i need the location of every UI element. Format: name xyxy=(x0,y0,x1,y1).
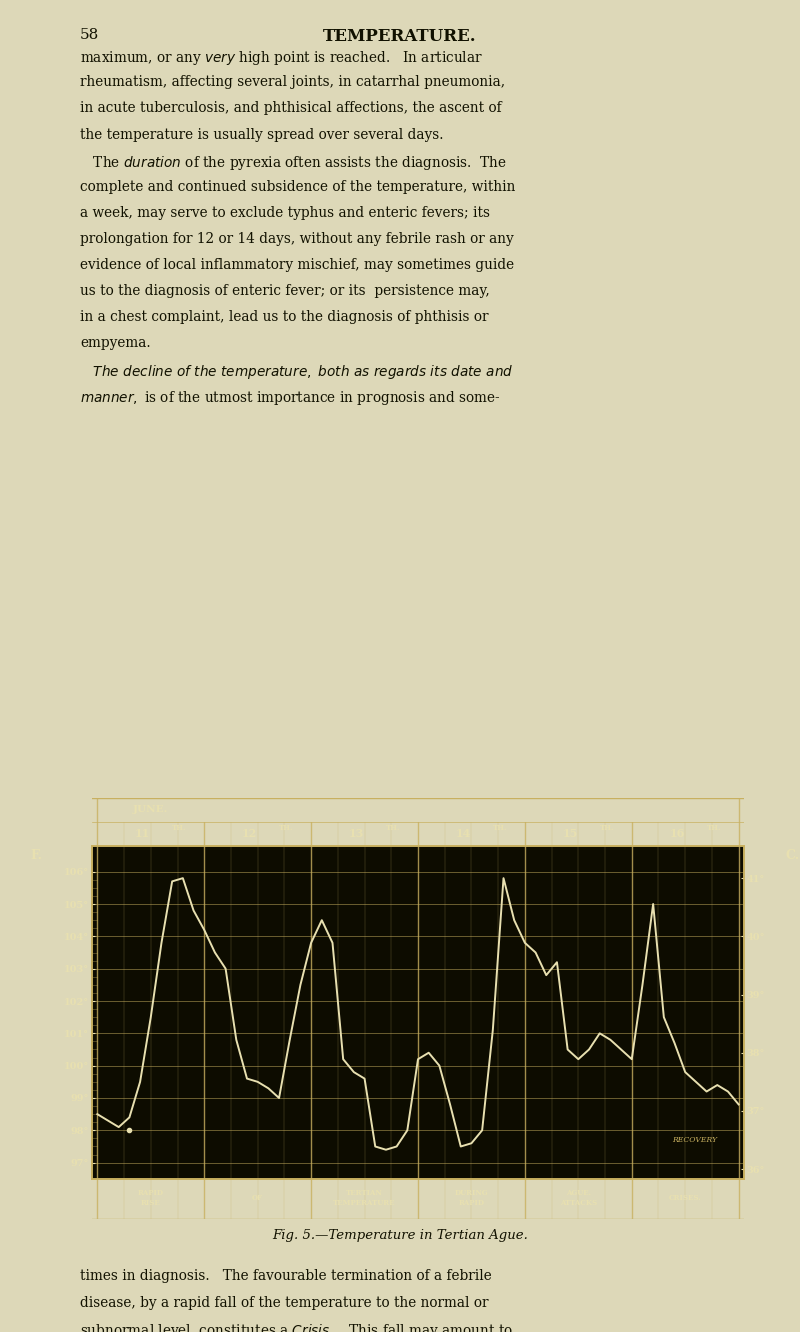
Text: maximum, or any $\it{very}$ high point is reached.   In articular: maximum, or any $\it{very}$ high point i… xyxy=(80,49,483,68)
Text: C.: C. xyxy=(786,850,800,862)
Text: evidence of local inflammatory mischief, may sometimes guide: evidence of local inflammatory mischief,… xyxy=(80,258,514,272)
Text: CRISES.: CRISES. xyxy=(669,1193,702,1201)
Text: empyema.: empyema. xyxy=(80,337,150,350)
Text: times in diagnosis.   The favourable termination of a febrile: times in diagnosis. The favourable termi… xyxy=(80,1269,492,1284)
Text: TH.: TH. xyxy=(706,823,721,832)
Text: 12: 12 xyxy=(242,829,258,839)
Text: TH.: TH. xyxy=(172,823,186,832)
Text: complete and continued subsidence of the temperature, within: complete and continued subsidence of the… xyxy=(80,180,515,194)
Text: TEMPERATURE.: TEMPERATURE. xyxy=(323,28,477,45)
Text: in acute tuberculosis, and phthisical affections, the ascent of: in acute tuberculosis, and phthisical af… xyxy=(80,101,502,116)
Text: DURING
RAPID: DURING RAPID xyxy=(454,1188,488,1207)
Text: F.: F. xyxy=(30,850,42,862)
Text: TH.: TH. xyxy=(279,823,294,832)
Text: The $\it{duration}$ of the pyrexia often assists the diagnosis.  The: The $\it{duration}$ of the pyrexia often… xyxy=(80,153,507,172)
Text: TH.: TH. xyxy=(493,823,507,832)
Text: JUNE.: JUNE. xyxy=(133,806,169,814)
Text: a week, may serve to exclude typhus and enteric fevers; its: a week, may serve to exclude typhus and … xyxy=(80,206,490,220)
Text: TH.: TH. xyxy=(600,823,614,832)
Text: 13: 13 xyxy=(349,829,364,839)
Text: OF: OF xyxy=(252,1193,263,1201)
Text: us to the diagnosis of enteric fever; or its  persistence may,: us to the diagnosis of enteric fever; or… xyxy=(80,284,490,298)
Text: $\it{manner,}$ is of the utmost importance in prognosis and some-: $\it{manner,}$ is of the utmost importan… xyxy=(80,389,501,406)
Text: AGUE.
ATTACKS: AGUE. ATTACKS xyxy=(560,1188,597,1207)
Text: 11: 11 xyxy=(135,829,150,839)
Text: disease, by a rapid fall of the temperature to the normal or: disease, by a rapid fall of the temperat… xyxy=(80,1296,489,1309)
Text: RAPID
RISE: RAPID RISE xyxy=(138,1188,164,1207)
Text: Fig. 5.—Temperature in Tertian Ague.: Fig. 5.—Temperature in Tertian Ague. xyxy=(272,1229,528,1243)
Text: prolongation for 12 or 14 days, without any febrile rash or any: prolongation for 12 or 14 days, without … xyxy=(80,232,514,246)
Text: RECOVERY: RECOVERY xyxy=(672,1136,718,1144)
Text: subnormal level, constitutes a $\it{Crisis.}$   This fall may amount to: subnormal level, constitutes a $\it{Cris… xyxy=(80,1321,513,1332)
Text: $\it{The\ decline\ of\ the\ temperature,\ both\ as\ regards\ its\ date\ and}$: $\it{The\ decline\ of\ the\ temperature,… xyxy=(80,362,514,381)
Text: the temperature is usually spread over several days.: the temperature is usually spread over s… xyxy=(80,128,443,141)
Text: rheumatism, affecting several joints, in catarrhal pneumonia,: rheumatism, affecting several joints, in… xyxy=(80,76,505,89)
Text: 58: 58 xyxy=(80,28,99,43)
Text: 15: 15 xyxy=(562,829,578,839)
Text: 16: 16 xyxy=(670,829,685,839)
Text: in a chest complaint, lead us to the diagnosis of phthisis or: in a chest complaint, lead us to the dia… xyxy=(80,310,489,325)
Text: 14: 14 xyxy=(456,829,471,839)
Text: TERTIAN
TEMPERATURE: TERTIAN TEMPERATURE xyxy=(334,1188,396,1207)
Text: TH.: TH. xyxy=(386,823,401,832)
